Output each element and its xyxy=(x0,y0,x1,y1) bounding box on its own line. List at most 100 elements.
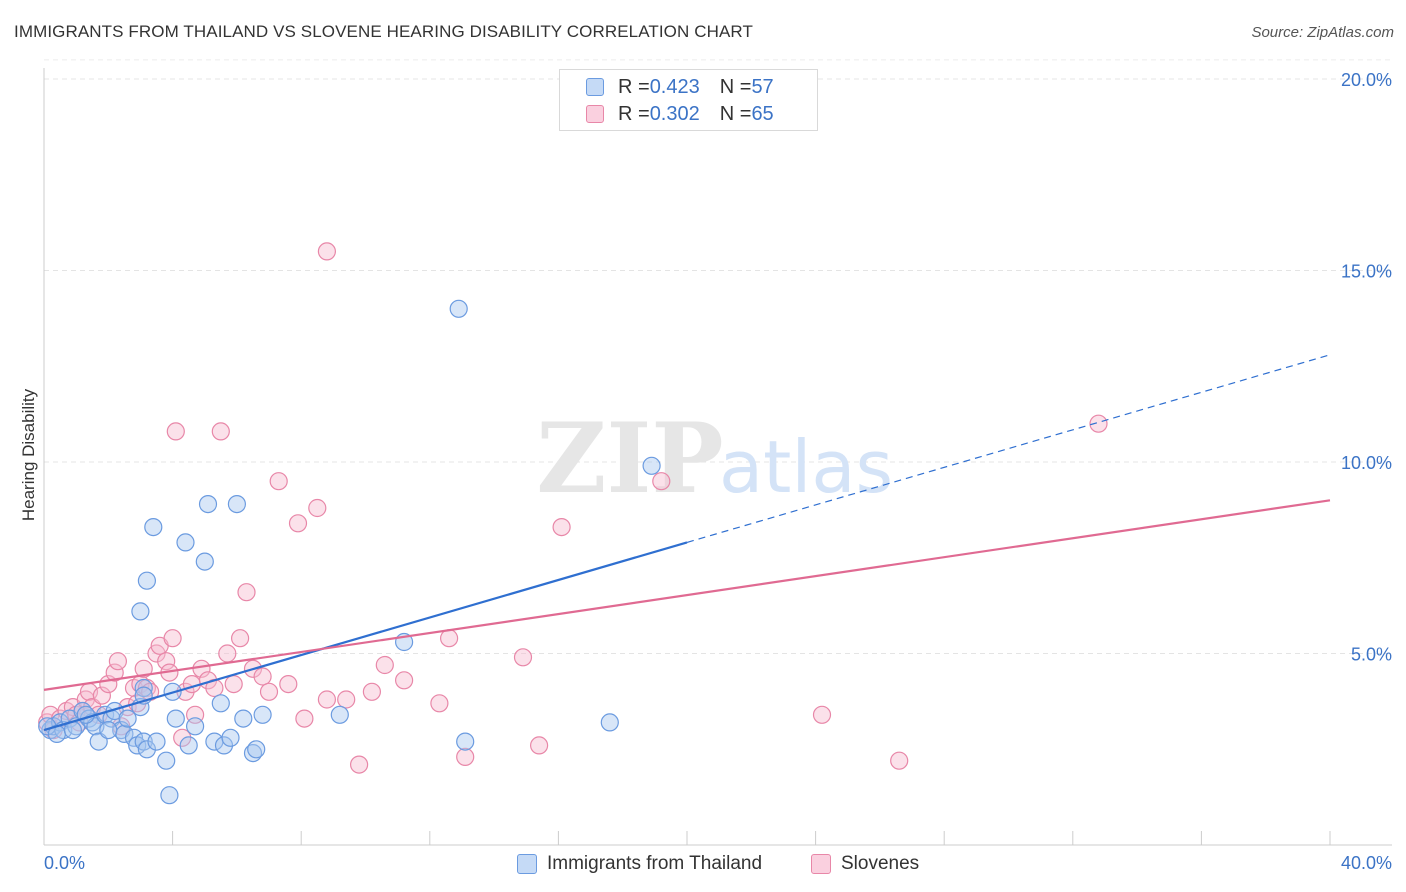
thailand-point xyxy=(166,709,185,728)
slovenes-trend-line xyxy=(43,499,1331,691)
slovenes-point xyxy=(513,648,533,667)
legend-n-value: 57 xyxy=(751,75,774,98)
slovenes-point xyxy=(253,667,272,686)
chart-title: IMMIGRANTS FROM THAILAND VS SLOVENE HEAR… xyxy=(14,22,753,41)
legend-n-label: N = xyxy=(719,75,752,98)
slovenes-point xyxy=(237,583,256,602)
slovenes-point xyxy=(308,498,327,518)
bottom-legend-label: Immigrants from Thailand xyxy=(547,853,763,874)
thailand-point xyxy=(160,786,179,805)
legend-n-value: 65 xyxy=(751,102,774,125)
axes xyxy=(43,68,1392,846)
slovenes-point xyxy=(288,514,308,533)
thailand-point xyxy=(214,736,234,755)
slovenes-point xyxy=(295,709,314,728)
bottom-legend-slovenes: Slovenes xyxy=(811,852,919,876)
slovenes-point xyxy=(440,629,459,648)
slovenes-point xyxy=(218,644,237,663)
thailand-point xyxy=(642,456,661,475)
slovenes-point xyxy=(211,422,230,441)
thailand-point xyxy=(137,571,156,590)
thailand-point xyxy=(131,602,150,621)
slovenes-point xyxy=(108,652,128,671)
thailand-point xyxy=(137,740,156,759)
slovenes-point xyxy=(395,671,414,690)
thailand-point xyxy=(234,709,253,728)
slovenes-point xyxy=(652,472,671,491)
watermark: ZIP atlas xyxy=(536,402,893,515)
thailand-point xyxy=(118,709,137,728)
slovenes-point xyxy=(375,655,394,675)
bottom-legend-thailand: Immigrants from Thailand xyxy=(517,852,762,876)
thailand-point xyxy=(600,713,619,732)
thailand-point xyxy=(227,495,246,514)
thailand-point xyxy=(211,694,230,713)
slovenes-point xyxy=(430,694,449,713)
thailand-point xyxy=(195,552,214,571)
y-tick-label: 10.0% xyxy=(1341,453,1392,473)
thailand-point xyxy=(456,732,475,751)
y-tick-label: 15.0% xyxy=(1341,262,1392,282)
thailand-trend-extension xyxy=(686,354,1331,544)
slovenes-point xyxy=(157,652,176,671)
grid-lines xyxy=(44,59,1392,654)
y-tick-label: 5.0% xyxy=(1351,645,1392,665)
legend-r-label: R = xyxy=(618,102,650,125)
legend-r-value: 0.302 xyxy=(649,102,700,125)
slovenes-point xyxy=(890,751,909,770)
y-axis-label: Hearing Disability xyxy=(19,388,38,521)
slovenes-point xyxy=(105,663,124,682)
legend-row-slovenes: R = 0.302 N = 65 xyxy=(586,101,774,127)
watermark-zip: ZIP xyxy=(536,402,723,515)
legend-swatch-blue xyxy=(586,78,604,96)
legend-row-thailand: R = 0.423 N = 57 xyxy=(586,74,774,100)
bottom-legend-swatch-pink xyxy=(811,854,831,874)
slovenes-point xyxy=(173,728,192,747)
slovenes-point xyxy=(812,705,832,724)
slovenes-point xyxy=(317,690,336,709)
slovenes-point xyxy=(163,629,182,648)
thailand-point xyxy=(134,678,153,698)
x-tick-label-max: 40.0% xyxy=(1341,853,1392,873)
thailand-point xyxy=(186,717,205,736)
legend-n-label: N = xyxy=(719,102,752,125)
slovenes-point xyxy=(317,242,336,261)
legend-r-value: 0.423 xyxy=(649,75,700,98)
thailand-point xyxy=(449,299,468,318)
bottom-legend-label: Slovenes xyxy=(841,853,920,874)
thailand-point xyxy=(330,705,349,724)
watermark-atlas: atlas xyxy=(719,425,893,509)
legend-r-label: R = xyxy=(618,75,650,98)
slovenes-point xyxy=(552,517,571,537)
slovenes-point xyxy=(456,747,475,767)
trend-lines xyxy=(43,354,1331,732)
source-label: Source: ZipAtlas.com xyxy=(1251,24,1394,41)
thailand-point xyxy=(144,517,163,537)
thailand-point xyxy=(221,728,240,747)
slovenes-point xyxy=(269,472,288,491)
slovenes-point xyxy=(1089,414,1108,433)
slovenes-point xyxy=(259,682,279,701)
y-tick-labels: 5.0% 10.0% 15.0% 20.0% xyxy=(1341,70,1392,665)
thailand-point xyxy=(147,732,166,751)
slovenes-point xyxy=(350,755,369,774)
slovenes-point xyxy=(231,629,250,648)
thailand-point xyxy=(99,720,118,740)
slovenes-point xyxy=(529,736,549,755)
thailand-points xyxy=(38,299,661,805)
bottom-legend-swatch-blue xyxy=(517,854,537,874)
correlation-legend: R = 0.423 N = 57 R = 0.302 N = 65 xyxy=(559,69,818,131)
thailand-point xyxy=(247,740,266,759)
x-tick-labels: 0.0% 40.0% xyxy=(44,853,1392,873)
slovenes-point xyxy=(337,690,356,709)
legend-swatch-pink xyxy=(586,105,604,123)
thailand-point xyxy=(157,751,176,770)
thailand-point xyxy=(176,533,195,552)
x-tick-label-min: 0.0% xyxy=(44,853,85,873)
thailand-point xyxy=(253,705,272,724)
slovenes-point xyxy=(279,674,298,694)
thailand-trend-line xyxy=(43,541,688,732)
y-tick-label: 20.0% xyxy=(1341,70,1392,90)
slovenes-point xyxy=(362,682,381,701)
